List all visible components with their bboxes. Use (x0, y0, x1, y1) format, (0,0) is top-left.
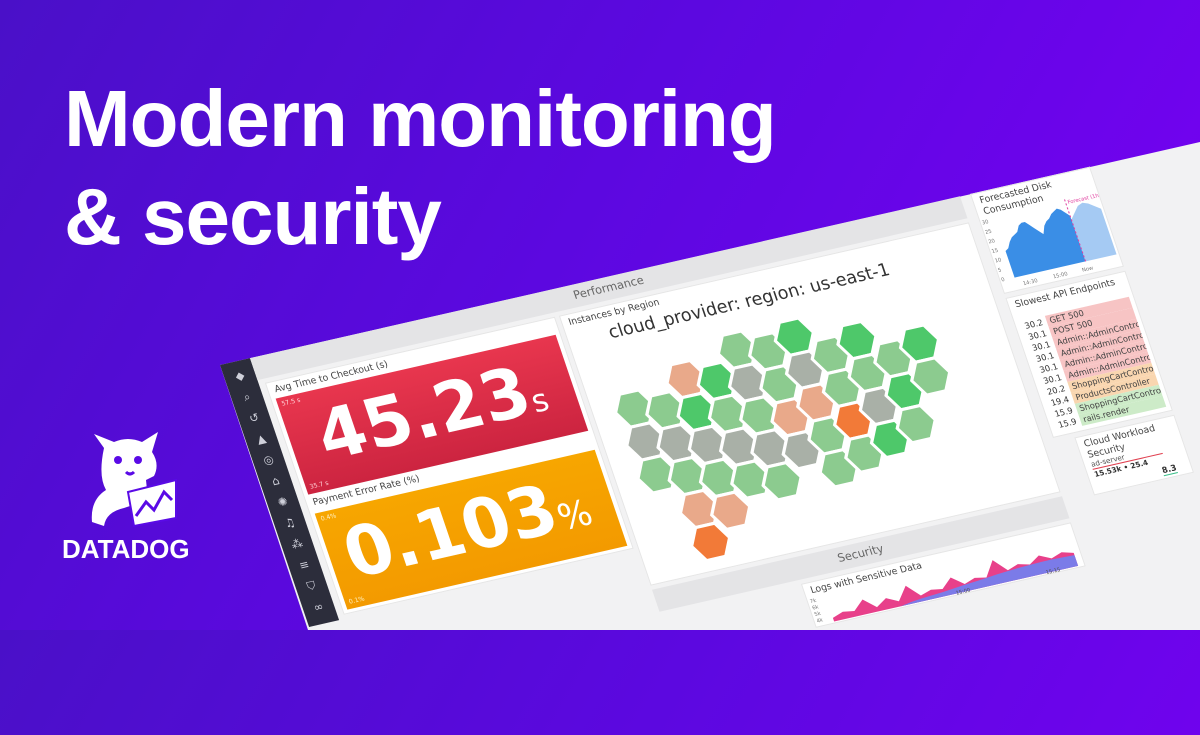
logs-purple-area (834, 555, 1079, 622)
headline: Modern monitoring & security (64, 70, 777, 266)
apm-icon[interactable]: ✺ (275, 494, 290, 510)
link-icon[interactable]: ∞ (311, 599, 326, 615)
hex-host[interactable] (686, 521, 735, 563)
logs-widget[interactable]: Logs with Sensitive Data 7k 6k 5k 4k 15:00 15… (800, 522, 1086, 628)
y-top-label: 57.5 s (280, 396, 302, 408)
y-tick: 6k (812, 604, 820, 611)
security-icon[interactable]: ⛉ (304, 578, 318, 594)
x-tick: 15:00 (1052, 271, 1068, 280)
infrastructure-icon[interactable]: ⌂ (269, 473, 282, 489)
series-value-2: 8.3 (1160, 463, 1179, 477)
y-tick: 7k (809, 598, 817, 605)
hex-host[interactable] (906, 356, 955, 398)
integrations-icon[interactable]: ⁂ (289, 536, 305, 552)
x-tick: 14:30 (1022, 278, 1038, 287)
x-tick: Now (1081, 265, 1095, 273)
hex-host[interactable] (758, 460, 807, 502)
y-tick: 4k (816, 617, 824, 624)
y-tick: 5 (997, 267, 1002, 273)
search-icon[interactable]: ⌕ (241, 389, 253, 405)
y-tick: 0 (1001, 277, 1006, 283)
y-tick: 10 (994, 257, 1002, 264)
forecast-area (1071, 202, 1117, 262)
hexmap-widget[interactable]: Instances by Region cloud_provider: regi… (558, 222, 1061, 586)
y-tick: 20 (988, 238, 996, 245)
y-bottom-label: 35.7 s (308, 479, 330, 491)
headline-line-2: & security (64, 172, 442, 261)
hex-host[interactable] (892, 403, 941, 445)
hex-host[interactable] (706, 490, 755, 532)
headline-line-1: Modern monitoring (64, 74, 777, 163)
brand-name: DATADOG (62, 534, 190, 564)
x-tick: 15:15 (1045, 567, 1061, 576)
y-tick: 30 (981, 219, 989, 226)
hex-host[interactable] (726, 459, 775, 501)
dog-logo-icon (91, 432, 177, 528)
dog-logo-icon[interactable]: ◆ (233, 368, 247, 384)
notebook-icon[interactable]: ♫ (282, 515, 298, 531)
x-tick: 15:00 (955, 588, 971, 597)
chart-icon[interactable]: ▲ (254, 431, 268, 447)
datadog-logo: DATADOG (62, 430, 212, 565)
disk-area (1005, 208, 1086, 278)
y-tick: 15 (991, 248, 999, 255)
disk-widget[interactable]: Forecasted Disk Consumption 30 25 20 15 10 5 0… (970, 166, 1124, 294)
hex-host[interactable] (632, 454, 681, 496)
y-tick: 25 (984, 229, 992, 236)
y-tick: 5k (814, 611, 822, 618)
logs-icon[interactable]: ≡ (297, 557, 312, 573)
history-icon[interactable]: ↺ (247, 410, 262, 426)
hexmap (613, 316, 955, 563)
radar-icon[interactable]: ◎ (261, 452, 276, 468)
